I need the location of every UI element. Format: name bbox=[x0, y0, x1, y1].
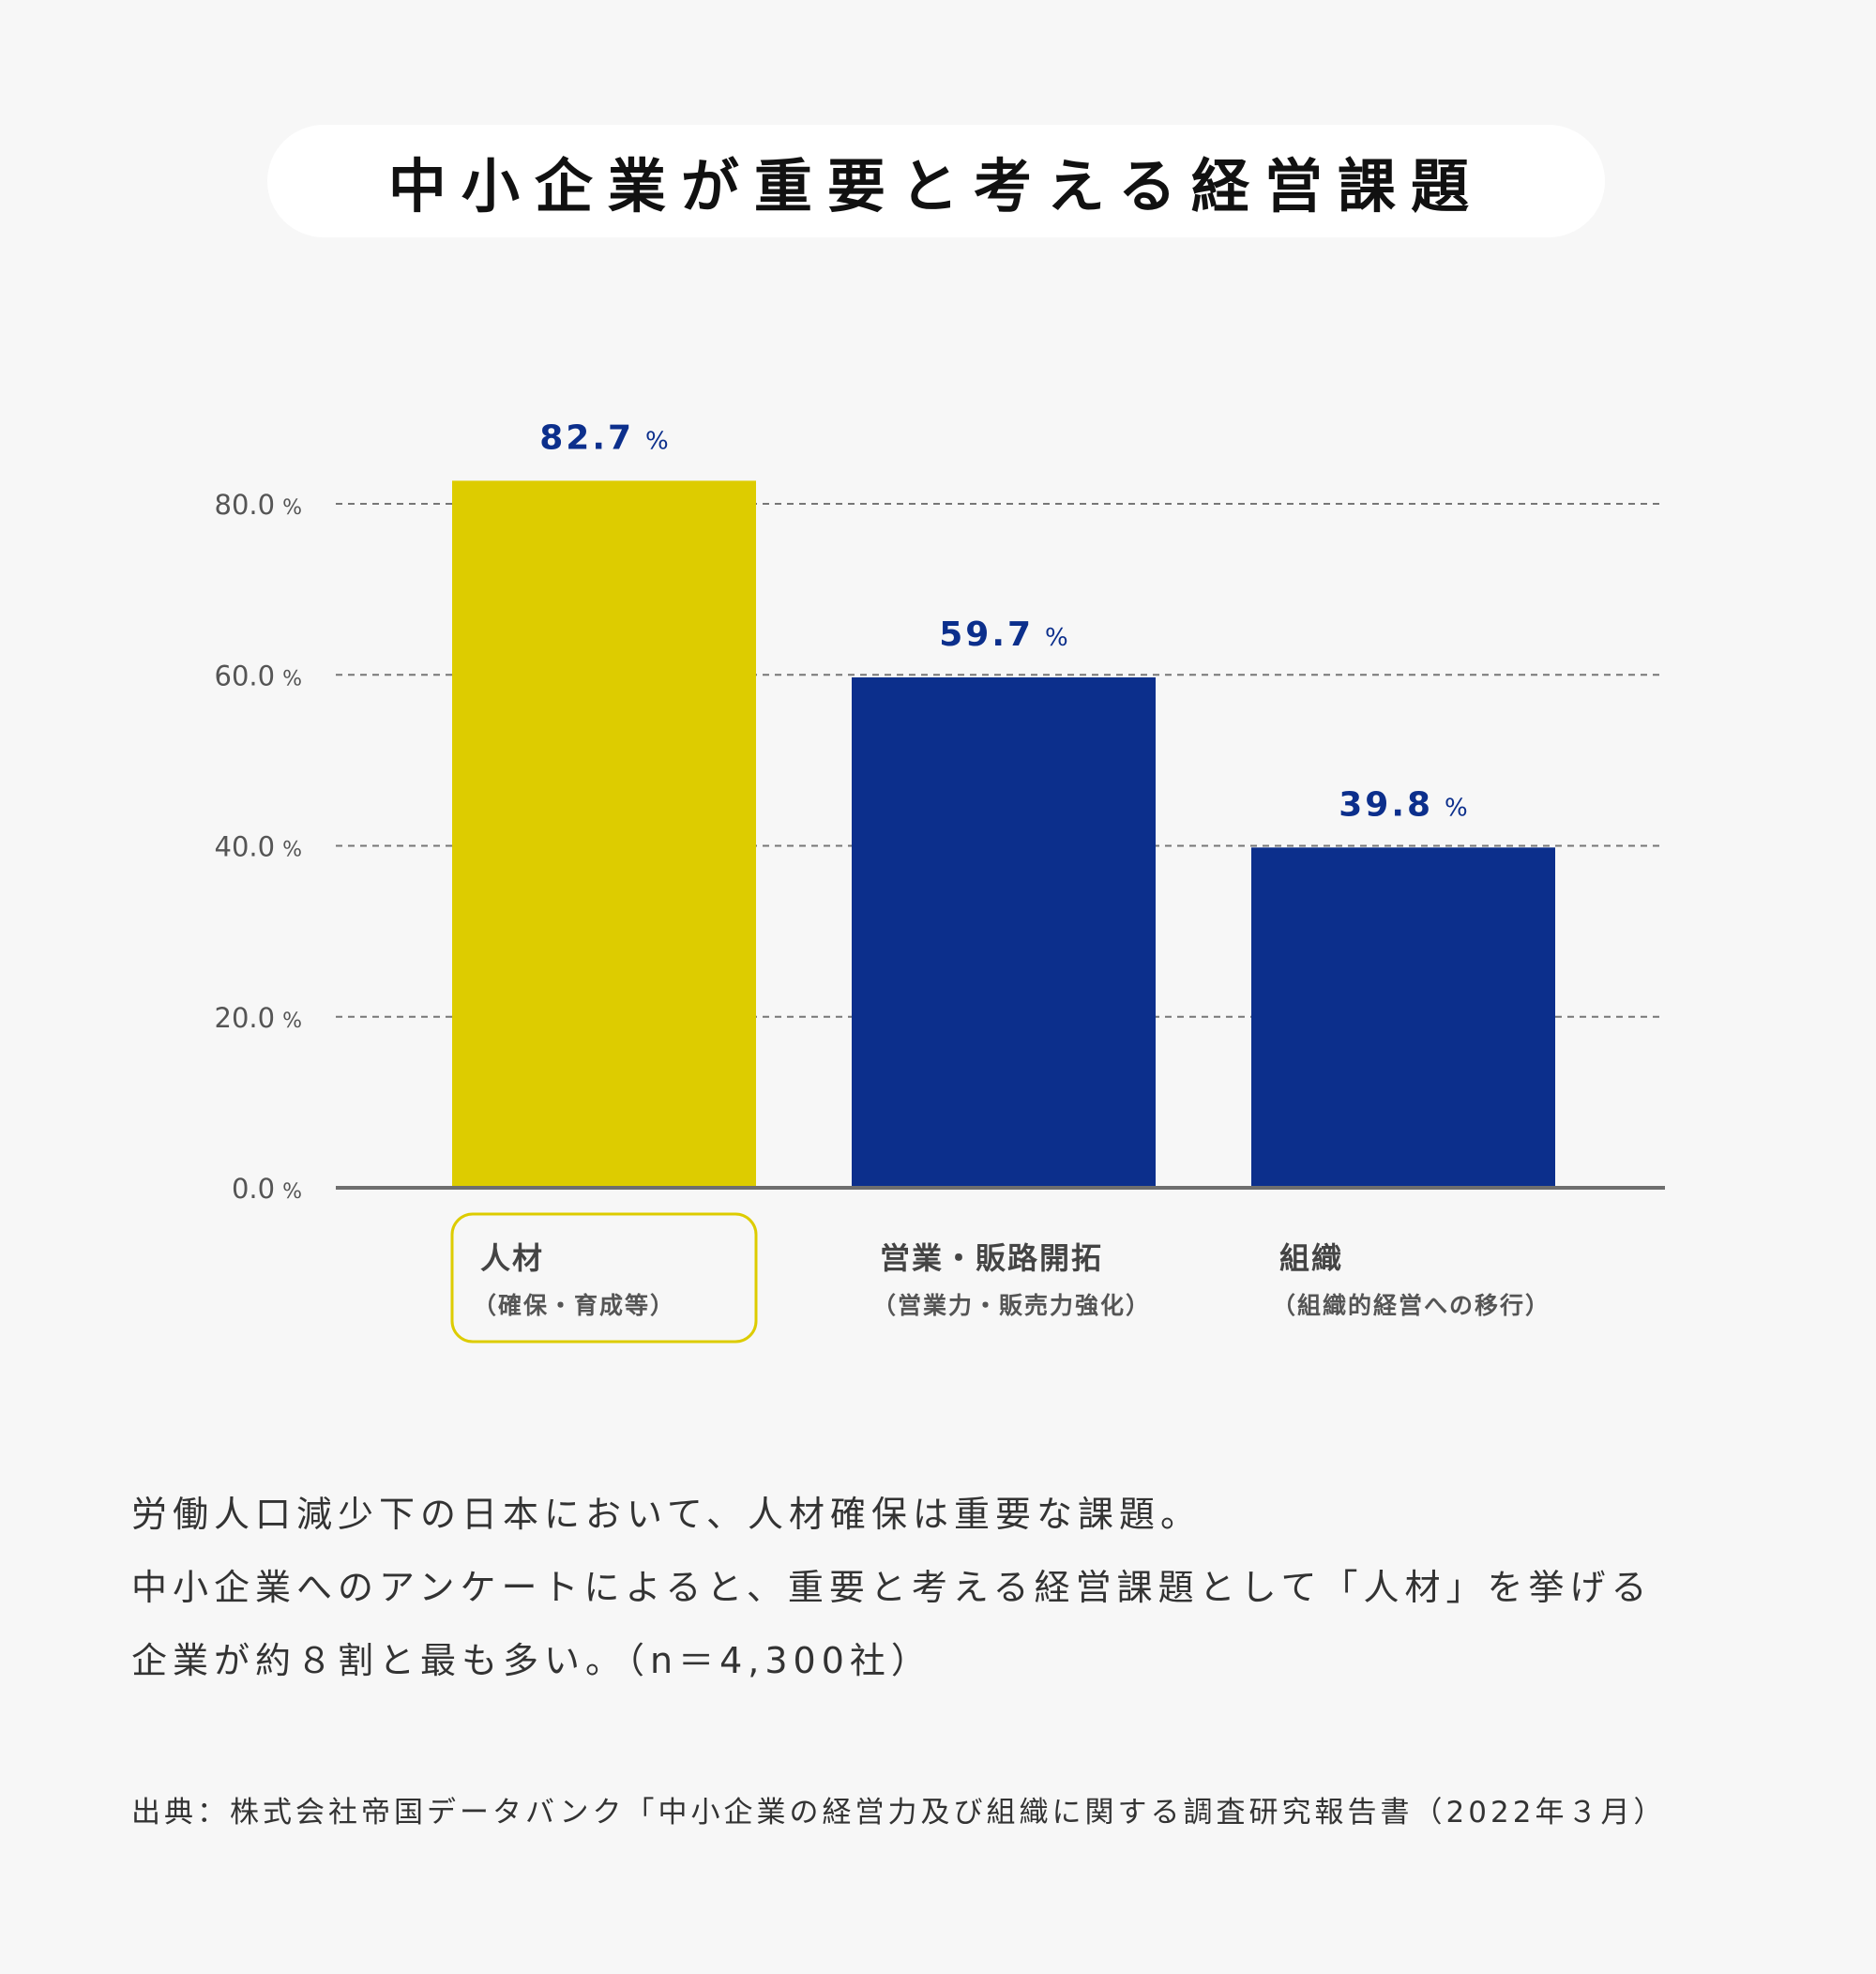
bar-chart: 0.0 % 20.0 % 40.0 % 60.0 % 80.0% 82.7 % 59.7 % 39.8%… bbox=[215, 418, 1665, 1344]
category-labels: 人材 （確保・育成等） 営業・販路開拓 （営業力・販売力強化） 組織 （組織的経営への移行… bbox=[450, 1212, 1551, 1344]
y-tick-label: 40.0% bbox=[215, 831, 302, 863]
y-tick-label: 80.0% bbox=[215, 489, 302, 521]
y-tick-label: 0.0% bbox=[232, 1173, 302, 1205]
category-label: 営業・販路開拓 bbox=[880, 1240, 1103, 1276]
description-line: 企業が約８割と最も多い。（n＝4,300社） bbox=[131, 1640, 932, 1681]
category-sublabel: （確保・育成等） bbox=[473, 1292, 675, 1319]
description-line: 中小企業へのアンケートによると、重要と考える経営課題として「人材」を挙げる bbox=[131, 1567, 1653, 1608]
category-highlight-box bbox=[450, 1212, 758, 1344]
bar bbox=[1251, 847, 1555, 1188]
bar bbox=[452, 480, 756, 1188]
data-label: 59.7% bbox=[939, 615, 1068, 654]
data-label: 39.8% bbox=[1339, 785, 1468, 824]
y-axis-labels: 0.0 % 20.0 % 40.0 % 60.0 % 80.0% bbox=[215, 489, 302, 1205]
category-label: 人材 bbox=[480, 1240, 544, 1276]
category-sublabel: （営業力・販売力強化） bbox=[872, 1292, 1151, 1319]
y-tick-label: 60.0% bbox=[215, 660, 302, 691]
data-labels: 82.7 % 59.7 % 39.8% bbox=[539, 418, 1468, 824]
data-label: 82.7% bbox=[539, 418, 669, 457]
title-pill: 中小企業が重要と考える経営課題 bbox=[267, 125, 1605, 237]
bar bbox=[852, 676, 1156, 1188]
bars bbox=[452, 480, 1555, 1188]
description-line: 労働人口減少下の日本において、人材確保は重要な課題。 bbox=[131, 1494, 1202, 1535]
y-tick-label: 20.0% bbox=[215, 1002, 302, 1034]
category-label: 組織 bbox=[1279, 1240, 1343, 1276]
chart-title: 中小企業が重要と考える経営課題 bbox=[387, 152, 1485, 220]
description: 労働人口減少下の日本において、人材確保は重要な課題。 中小企業へのアンケートによ… bbox=[131, 1478, 1782, 1697]
category-sublabel: （組織的経営への移行） bbox=[1272, 1292, 1551, 1319]
source-note: 出典：株式会社帝国データバンク「中小企業の経営力及び組織に関する調査研究報告書（… bbox=[131, 1796, 1667, 1830]
